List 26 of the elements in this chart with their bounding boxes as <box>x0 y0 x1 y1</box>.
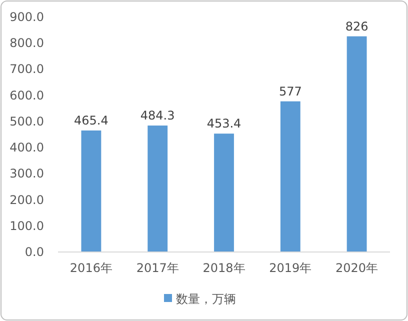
x-tick-label: 2020年 <box>336 261 378 275</box>
y-tick-label: 800.0 <box>10 36 44 50</box>
y-tick-label: 900.0 <box>10 10 44 24</box>
bar <box>81 130 102 252</box>
y-tick-label: 200.0 <box>10 192 44 207</box>
y-tick-label: 100.0 <box>10 218 44 233</box>
bar <box>280 101 300 252</box>
x-tick-label: 2018年 <box>202 261 246 275</box>
y-tick-label: 600.0 <box>10 88 44 102</box>
y-tick-label: 400.0 <box>10 140 44 155</box>
data-label: 465.4 <box>74 113 108 128</box>
legend-label: 数量，万辆 <box>176 292 236 306</box>
data-label: 826 <box>345 19 368 34</box>
bar <box>214 134 234 252</box>
y-tick-label: 500.0 <box>10 114 44 128</box>
data-label: 453.4 <box>206 116 242 131</box>
x-tick-label: 2016年 <box>70 261 112 275</box>
data-label: 484.3 <box>140 108 175 123</box>
y-tick-label: 700.0 <box>10 62 44 76</box>
data-label: 577 <box>278 84 302 98</box>
y-tick-label: 0.0 <box>24 245 44 259</box>
x-tick-label: 2017年 <box>136 261 179 275</box>
bar <box>148 126 168 252</box>
x-tick-label: 2019年 <box>269 261 312 275</box>
y-tick-label: 300.0 <box>10 166 44 181</box>
bar <box>346 36 367 252</box>
